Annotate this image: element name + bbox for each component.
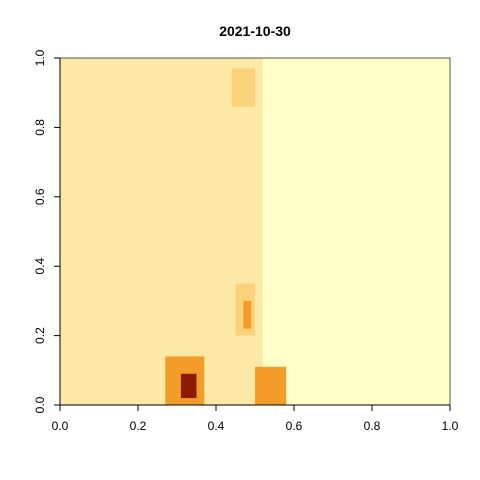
y-tick-label-5: 1.0 — [33, 49, 47, 66]
x-axis: 0.0 0.2 0.4 0.6 0.8 1.0 — [52, 404, 459, 433]
x-tick-label-0: 0.0 — [52, 419, 69, 433]
heatmap-cell-7 — [180, 373, 197, 399]
y-tick-label-3: 0.6 — [33, 188, 47, 205]
y-tick-label-1: 0.2 — [33, 327, 47, 344]
x-tick-label-2: 0.4 — [208, 419, 225, 433]
x-tick-label-5: 1.0 — [442, 419, 459, 433]
y-tick-label-2: 0.4 — [33, 258, 47, 275]
y-tick-label-4: 0.8 — [33, 119, 47, 136]
heatmap-cell-9 — [262, 384, 275, 402]
heatmap-cell-5 — [243, 300, 252, 329]
chart-title: 2021-10-30 — [219, 23, 291, 39]
heatmap-cells — [60, 58, 450, 405]
x-tick-label-4: 0.8 — [364, 419, 381, 433]
heatmap-cell-3 — [231, 68, 255, 107]
x-tick-label-3: 0.6 — [286, 419, 303, 433]
y-tick-label-0: 0.0 — [33, 396, 47, 413]
y-axis: 0.0 0.2 0.4 0.6 0.8 1.0 — [33, 49, 61, 413]
x-tick-label-1: 0.2 — [130, 419, 147, 433]
